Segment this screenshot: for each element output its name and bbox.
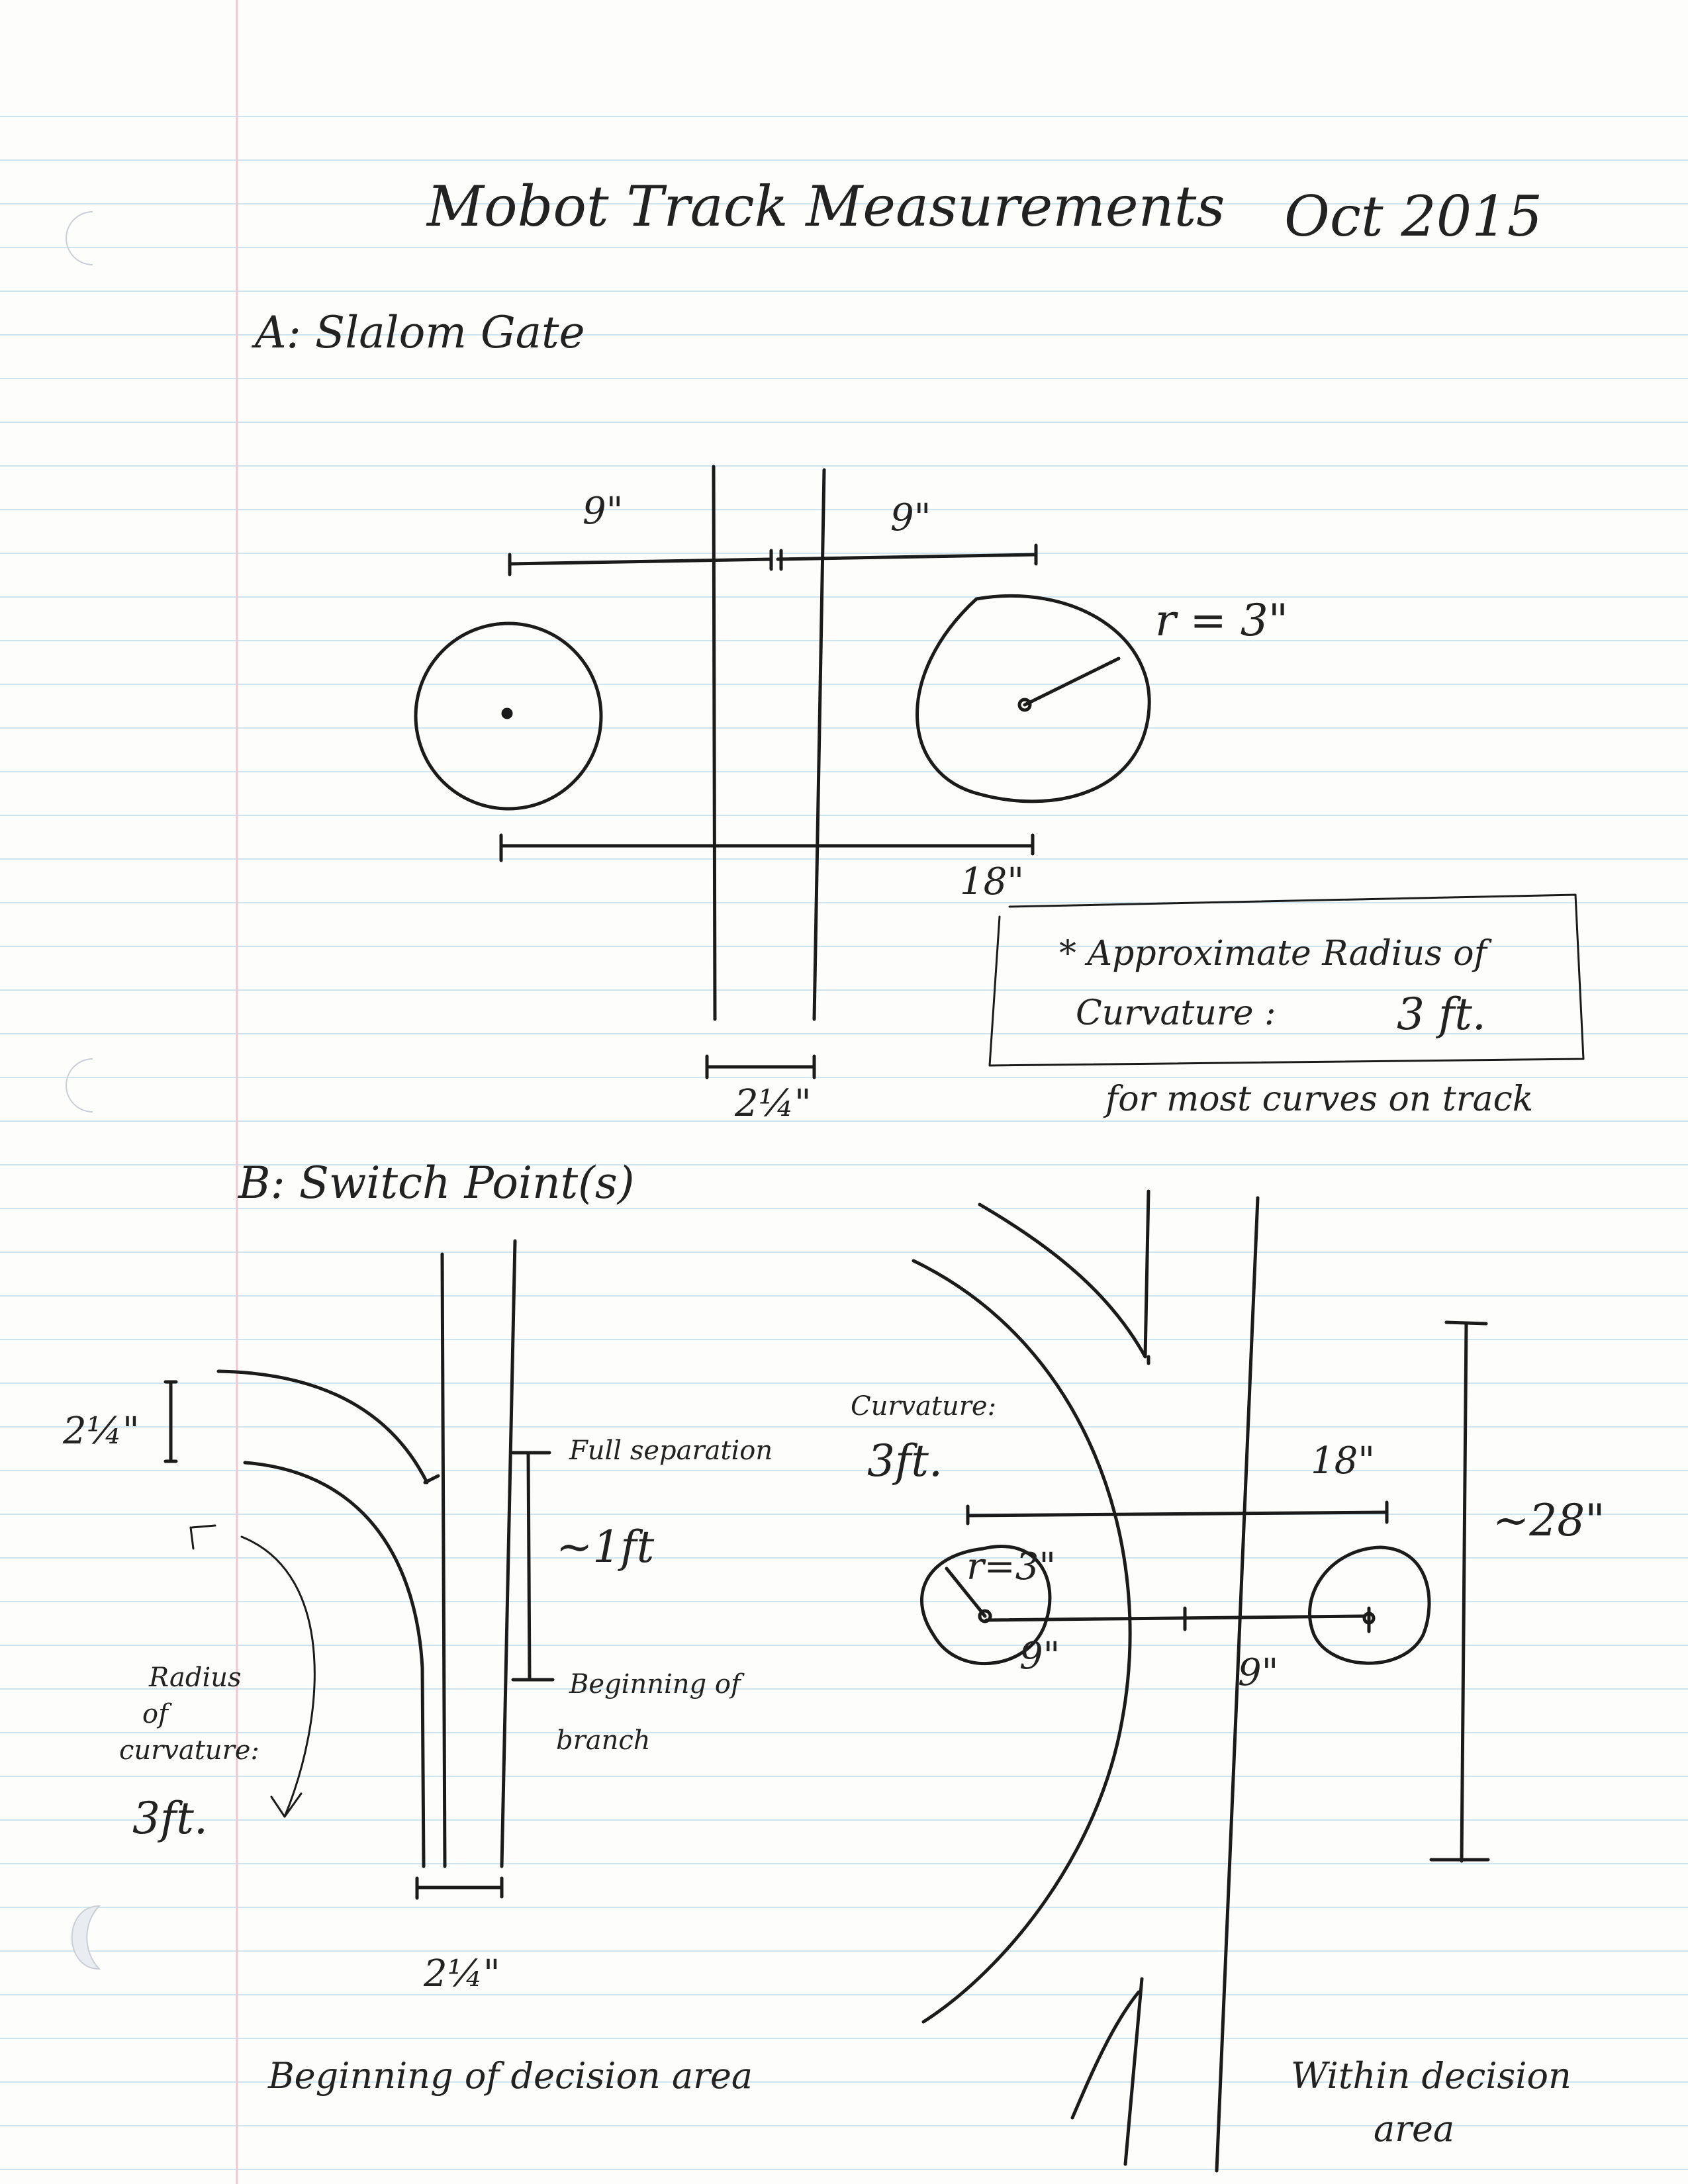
radius-value: 3ft. <box>132 1793 208 1844</box>
height-label: ~28" <box>1493 1495 1605 1546</box>
ruled-lines <box>0 116 1688 2170</box>
radius-label-2: of <box>142 1699 168 1729</box>
radius-line-b <box>945 1567 987 1618</box>
dim-9-right <box>776 553 1038 561</box>
right-caption-1: Within decision <box>1291 2055 1571 2097</box>
dim-label-18-b: 18" <box>1311 1439 1376 1482</box>
dim-18-b <box>966 1510 1389 1518</box>
switch-diagram-right <box>912 1189 1490 2173</box>
track-line-left <box>712 465 717 1021</box>
gate-circle-right <box>915 594 1151 803</box>
separation-dim <box>526 1451 532 1682</box>
large-curve-arc <box>912 1259 1132 2024</box>
switch-width-top: 2¼" <box>63 1410 140 1453</box>
dim-label-9-b-right: 9" <box>1238 1651 1279 1694</box>
dim-label-9-right: 9" <box>890 496 931 539</box>
curvature-note-box <box>988 893 1585 1067</box>
switch-diagram-left <box>164 1239 555 1900</box>
curvature-note-label: Curvature : <box>1076 993 1276 1033</box>
punch-hole <box>66 211 93 265</box>
radius-label-b: r=3" <box>966 1545 1056 1588</box>
page-title: Mobot Track Measurements <box>427 174 1225 239</box>
curvature-note-value: 3 ft. <box>1397 989 1486 1040</box>
branch-begin-label-1: Beginning of <box>569 1669 741 1700</box>
branch-inner-curve <box>243 1461 426 1868</box>
switch-width-bottom: 2¼" <box>424 1952 500 1995</box>
punch-hole <box>71 1905 101 1970</box>
dim-label-9-b-left: 9" <box>1019 1635 1060 1678</box>
slalom-gate-diagram <box>414 465 1585 1079</box>
gate-center-left <box>501 707 513 719</box>
circle-right <box>1308 1545 1431 1665</box>
track-line-right <box>812 468 826 1021</box>
dim-label-9-left: 9" <box>583 490 624 533</box>
section-b-heading: B: Switch Point(s) <box>238 1158 635 1208</box>
section-a-heading: A: Slalom Gate <box>255 307 585 358</box>
radius-arrow <box>240 1535 316 1818</box>
page-date: Oct 2015 <box>1284 184 1543 249</box>
curvature-value: 3ft. <box>867 1435 943 1486</box>
dim-9-9-b <box>984 1614 1366 1622</box>
curvature-note-line1: * Approximate Radius of <box>1059 934 1487 974</box>
main-track-right <box>500 1239 517 1868</box>
dim-label-18: 18" <box>960 860 1025 903</box>
circle-left <box>920 1545 1052 1665</box>
branch-begin-label-2: branch <box>556 1725 651 1756</box>
right-main-track <box>1215 1196 1260 2173</box>
radius-label: r = 3" <box>1155 595 1289 646</box>
curvature-note-footer: for most curves on track <box>1105 1079 1534 1119</box>
gate-circle-left <box>414 621 603 811</box>
gate-center-right <box>1017 698 1032 712</box>
punch-holes <box>66 211 101 1970</box>
right-caption-2: area <box>1374 2108 1455 2150</box>
dim-9-left <box>508 557 773 566</box>
radius-line <box>1023 657 1121 707</box>
punch-hole <box>66 1058 93 1113</box>
upper-curve-branch <box>978 1189 1150 1359</box>
main-track-left <box>440 1252 447 1868</box>
separation-length: ~1ft <box>556 1522 655 1572</box>
dim-label-2-1-4: 2¼" <box>735 1082 812 1125</box>
radius-label-3: curvature: <box>119 1735 259 1766</box>
radius-label-1: Radius <box>149 1662 242 1693</box>
left-caption: Beginning of decision area <box>268 2055 753 2097</box>
lower-branch <box>1070 1977 1144 2166</box>
curvature-label: Curvature: <box>851 1391 997 1422</box>
full-separation-label: Full separation <box>569 1435 773 1466</box>
branch-outer-curve <box>216 1369 429 1484</box>
circle-left-center <box>978 1609 992 1623</box>
dim-28 <box>1460 1322 1468 1863</box>
branch-point <box>423 1474 440 1484</box>
